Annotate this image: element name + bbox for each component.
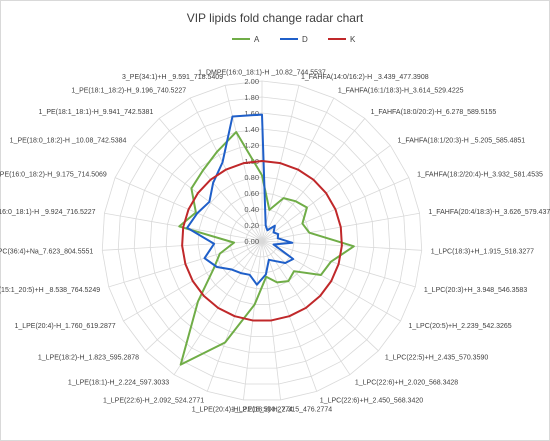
grid-ring [133,112,391,369]
category-label: 1_PE(16:0_18:1)-H _9.924_716.5227 [0,209,96,216]
category-label: 3_PC(36:4)+Na_7.623_804.5551 [0,248,93,255]
series-D-line [186,113,295,286]
grid-ring [229,208,295,274]
category-label: 3_PE(34:1)+H _9.591_718.5409 [122,74,223,81]
r-tick-label: 0.40 [244,205,259,214]
r-tick-label: 1.20 [244,141,259,150]
legend-label-D: D [302,35,308,44]
category-label: 1_LPC(22:6)+H_2.450_568.3420 [320,397,423,404]
category-label: 1_PC(15:1_20:5)+H _8.538_764.5249 [0,287,100,294]
r-tick-label: 0.60 [244,189,259,198]
r-tick-label: 1.60 [244,109,259,118]
category-label: 1_LPC(20:5)+H_2.239_542.3265 [408,323,511,330]
radar-grid [101,80,423,401]
grid-ring [197,176,327,305]
chart-title: VIP lipids fold change radar chart [187,11,364,25]
category-label: 1_LPC(22:6)+H_2.020_568.3428 [355,380,458,387]
category-label: 1_FAHFA(18:0/20:2)-H_6.278_589.5155 [371,109,497,116]
grid-ring [117,96,407,385]
legend-label-K: K [350,35,356,44]
category-label: 1_LPE(20:4)-H_1.760_619.2877 [14,323,115,330]
category-label: 1_LPC(18:3)+H_1.915_518.3277 [431,248,534,255]
category-labels: 1_DMPE(16:0_18:1)-H _10.82_744.55371_FAH… [0,70,550,414]
category-label: 1_PE(18:0_18:2)-H _10.08_742.5384 [10,138,127,145]
category-label: 1_LPC(20:3)+H_3.948_546.3583 [424,287,527,294]
r-tick-label: 0.20 [244,221,259,230]
r-tick-label: 2.00 [244,77,259,86]
category-label: 1_LPE(20:4)-H_2.218_500.2774 [192,406,293,413]
legend-label-A: A [254,35,260,44]
category-label: 1_PE(16:0_18:2)-H_9.175_714.5069 [0,172,107,179]
category-label: 1_LPE(18:1)-H_2.224_597.3033 [68,380,169,387]
category-label: 1_FAHFA(14:0/16:2)-H _3.439_477.3908 [301,74,429,81]
r-tick-label: 0.80 [244,173,259,182]
category-label: 1_LPE(18:2)-H_2.315_476.2774 [231,406,332,413]
category-label: 1_FAHFA(20:4/18:3)-H_3.626_579.4376 [428,209,550,216]
category-label: 1_FAHFA(16:1/18:3)-H_3.614_529.4225 [338,87,464,94]
category-label: 1_PE(18:1_18:2)-H_9.196_740.5227 [71,87,186,94]
r-tick-label: 1.40 [244,125,259,134]
category-label: 1_LPE(18:2)-H_1.823_595.2878 [38,354,139,361]
category-label: 1_LPE(22:6)-H_2.092_524.2771 [103,397,204,404]
series-K-line [181,160,343,322]
category-label: 1_DMPE(16:0_18:1)-H _10.82_744.5537 [198,70,326,77]
r-tick-label: 1.80 [244,93,259,102]
series-group [178,113,355,366]
grid-ring [165,144,359,337]
category-label: 1_FAHFA(18:2/20:4)-H_3.932_581.4535 [417,172,543,179]
r-tick-label: 0.00 [244,237,259,246]
category-label: 1_LPC(22:5)+H_2.435_570.3590 [385,354,488,361]
grid-ring [149,128,375,353]
category-label: 1_PE(18:1_18:1)-H_9.941_742.5381 [39,109,154,116]
category-label: 1_FAHFA(18:1/20:3)-H _5.205_585.4851 [398,138,526,145]
radial-tick-labels: 0.000.200.400.600.801.001.201.401.601.80… [244,77,259,246]
grid-ring [101,80,423,401]
